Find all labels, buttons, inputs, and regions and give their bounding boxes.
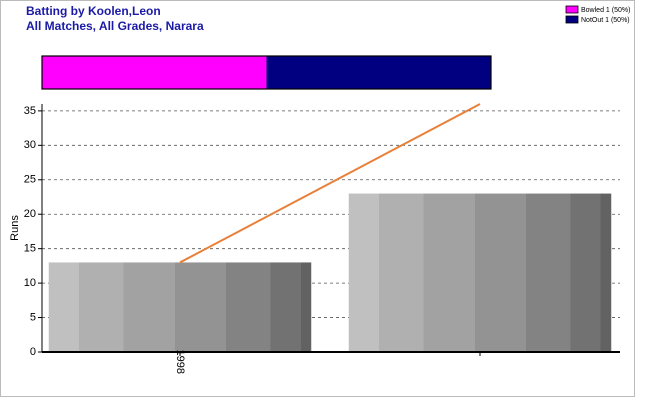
y-tick-label: 25 [24, 174, 36, 186]
breakdown-segment [42, 56, 267, 89]
y-tick-label: 35 [24, 105, 36, 117]
bar [348, 193, 612, 352]
y-tick-label: 20 [24, 208, 36, 220]
y-tick-label: 15 [24, 243, 36, 255]
x-tick-label: 1998 [174, 350, 186, 374]
breakdown-segment [266, 56, 491, 89]
frame [0, 0, 635, 397]
line [179, 103, 481, 264]
y-tick-label: 10 [24, 277, 36, 289]
legend-swatch [565, 15, 579, 24]
legend-label: NotOut 1 (50%) [581, 17, 630, 24]
breakdown-frame [41, 55, 492, 90]
bar [48, 262, 312, 352]
y-tick-label: 5 [30, 311, 36, 323]
y-axis-label: Runs [9, 215, 21, 241]
legend-swatch [565, 5, 579, 14]
y-tick-label: 30 [24, 139, 36, 151]
chart-title: Batting by Koolen,Leon [26, 4, 161, 18]
y-tick-label: 0 [30, 346, 36, 358]
legend-label: Bowled 1 (50%) [581, 7, 630, 14]
chart-subtitle: All Matches, All Grades, Narara [26, 19, 204, 33]
